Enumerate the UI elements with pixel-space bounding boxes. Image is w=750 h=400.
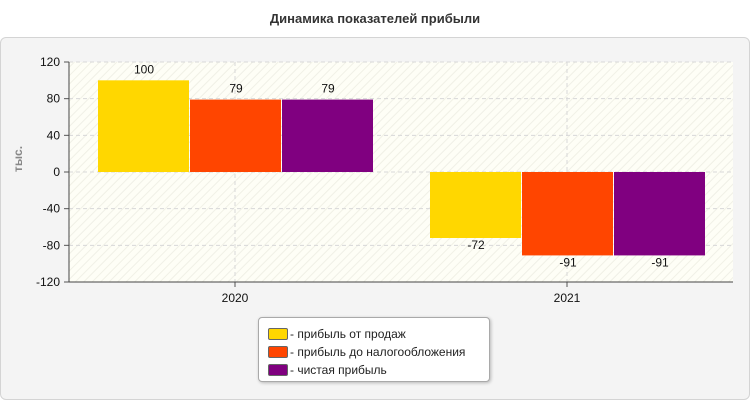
bar xyxy=(430,172,521,238)
y-tick-label: -80 xyxy=(43,238,61,252)
y-tick-label: -40 xyxy=(43,202,61,216)
legend: - прибыль от продаж - прибыль до налогоо… xyxy=(258,317,490,382)
legend-item-net-profit: - чистая прибыль xyxy=(268,361,489,379)
legend-item-pretax-profit: - прибыль до налогообложения xyxy=(268,343,489,361)
data-label: 100 xyxy=(134,62,154,76)
x-tick-label: 2020 xyxy=(222,291,249,305)
legend-swatch xyxy=(268,364,288,376)
data-label: 79 xyxy=(321,82,335,96)
bar xyxy=(190,99,281,172)
x-tick-label: 2021 xyxy=(554,291,581,305)
bar xyxy=(98,80,189,172)
legend-label: - прибыль до налогообложения xyxy=(290,345,466,359)
legend-label: - прибыль от продаж xyxy=(290,327,406,341)
y-tick-label: -120 xyxy=(36,275,60,289)
legend-swatch xyxy=(268,346,288,358)
legend-item-sales-profit: - прибыль от продаж xyxy=(268,325,489,343)
y-tick-label: 0 xyxy=(53,165,60,179)
data-label: -91 xyxy=(559,255,577,269)
chart-title: Динамика показателей прибыли xyxy=(269,11,481,26)
data-label: -72 xyxy=(467,238,485,252)
legend-swatch xyxy=(268,328,288,340)
data-label: -91 xyxy=(651,255,669,269)
bar xyxy=(522,172,613,256)
bar xyxy=(614,172,705,256)
data-label: 79 xyxy=(229,82,243,96)
legend-label: - чистая прибыль xyxy=(290,363,387,377)
bar xyxy=(282,99,373,172)
y-tick-label: 80 xyxy=(47,92,61,106)
y-tick-label: 120 xyxy=(40,55,60,69)
y-tick-label: 40 xyxy=(47,128,61,142)
y-axis-label: тыс. xyxy=(11,146,25,172)
